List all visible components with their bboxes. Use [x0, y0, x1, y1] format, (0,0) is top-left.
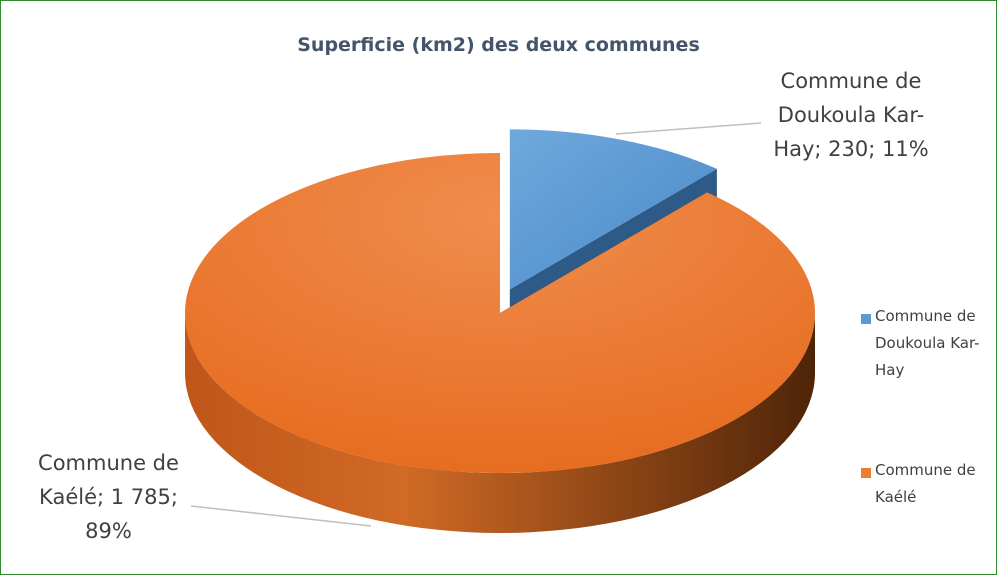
- data-label: Commune de Doukoula Kar-Hay; 230; 11%: [773, 69, 929, 161]
- pie-slice: [509, 129, 717, 290]
- leader-line: [190, 505, 372, 527]
- chart-title: Superficie (km2) des deux communes: [297, 34, 700, 56]
- leader-line: [615, 122, 762, 135]
- legend-label: Commune de Doukoula Kar-Hay: [875, 307, 980, 379]
- legend-swatch: [861, 468, 871, 478]
- data-label: Commune de Kaélé; 1 785; 89%: [38, 451, 179, 543]
- legend-swatch: [861, 314, 871, 324]
- legend-label: Commune de Kaélé: [875, 461, 976, 506]
- slice-side: [185, 313, 815, 533]
- pie-slice: [184, 153, 816, 473]
